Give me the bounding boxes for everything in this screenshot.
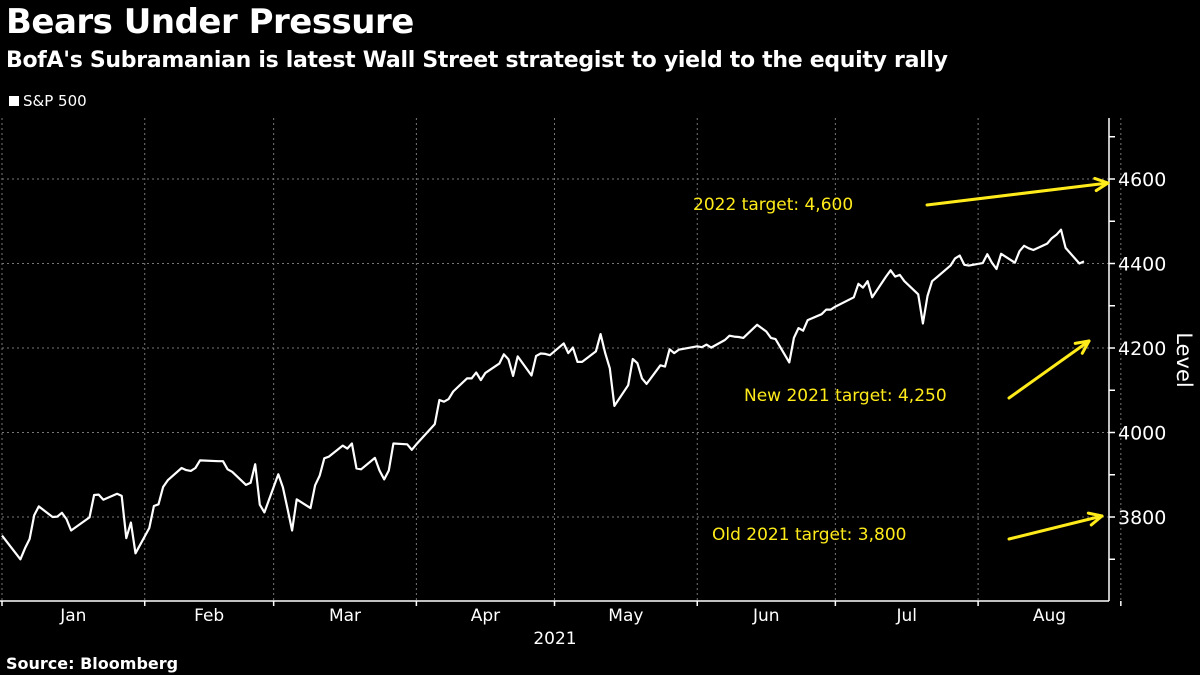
arrow-head-icon [1086,511,1104,527]
arrow-head-icon [1093,176,1110,193]
annotation-arrow-shaft [1007,339,1091,400]
annotation-label: New 2021 target: 4,250 [744,386,947,406]
y-axis-label: Level [1172,332,1196,387]
y-tick-label: 4600 [1118,169,1166,191]
annotation-label: 2022 target: 4,600 [693,195,853,215]
annotations: 2022 target: 4,600 New 2021 target: 4,250… [693,176,1110,545]
chart-title: Bears Under Pressure [6,2,414,42]
x-axis-year-label: 2021 [533,629,576,649]
x-tick-label: Jun [752,606,780,626]
legend: S&P 500 [9,92,87,110]
y-tick-label: 4200 [1118,338,1166,360]
y-tick-label: 4000 [1118,423,1166,445]
grid [1,118,1122,601]
chart-subtitle: BofA's Subramanian is latest Wall Street… [6,48,948,73]
x-tick-label: May [608,606,643,626]
series-line-sp500 [1,228,1085,561]
annotation-label: Old 2021 target: 3,800 [712,525,906,545]
y-tick-label: 3800 [1118,507,1166,529]
x-tick-label: Aug [1033,606,1066,626]
legend-label-sp500: S&P 500 [23,92,87,110]
y-tick-label: 4400 [1118,254,1166,276]
x-tick-label: Jan [59,606,86,626]
axes: 3800 4000 4200 4400 4600 Jan Feb Mar Apr May Jun Ju… [0,118,1166,626]
annotation-arrow-shaft [1007,514,1104,541]
x-tick-label: Apr [471,606,500,626]
legend-swatch-sp500 [9,96,19,106]
annotation-arrow-shaft [925,181,1110,207]
x-tick-label: Feb [194,606,224,626]
x-tick-label: Mar [329,606,361,626]
source-note: Source: Bloomberg [6,654,179,673]
arrow-head-icon [1073,339,1091,355]
series-sp500 [1,228,1085,561]
x-tick-label: Jul [895,606,917,626]
